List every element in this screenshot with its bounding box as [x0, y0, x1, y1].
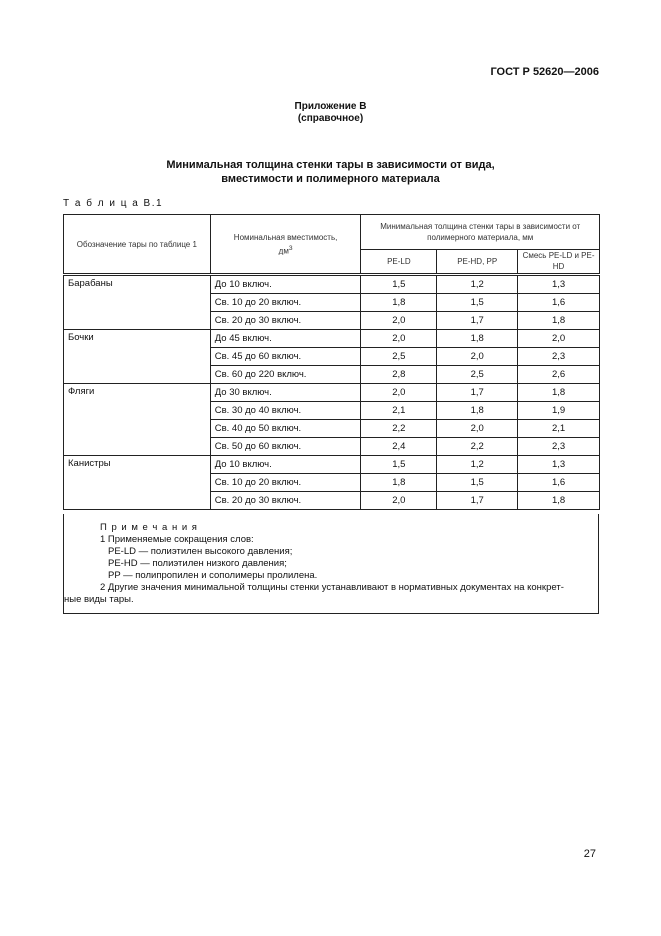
thickness-cell: 1,6	[517, 293, 600, 312]
capacity-cell: Св. 45 до 60 включ.	[209, 347, 362, 366]
thickness-cell: 1,5	[436, 293, 519, 312]
thickness-cell: 2,2	[360, 419, 438, 438]
note: PE-LD — полиэтилен высокого давления;	[108, 546, 293, 557]
capacity-cell: Св. 30 до 40 включ.	[209, 401, 362, 420]
thickness-cell: 1,3	[517, 455, 600, 474]
note: ные виды тары.	[64, 594, 134, 605]
capacity-cell: Св. 50 до 60 включ.	[209, 437, 362, 456]
thickness-cell: 1,6	[517, 473, 600, 492]
thickness-cell: 2,5	[360, 347, 438, 366]
thickness-cell: 2,6	[517, 365, 600, 384]
thickness-cell: 1,8	[517, 383, 600, 402]
sub-header: Смесь PE-LD и PE-HD	[517, 248, 600, 276]
table-row: Канистры До 10 включ. 1,5 1,2 1,3	[63, 455, 600, 510]
table-title: Минимальная толщина стенки тары в зависи…	[0, 158, 661, 186]
thickness-cell: 2,3	[517, 437, 600, 456]
table-row: Бочки До 45 включ. 2,0 1,8 2,0	[63, 329, 600, 384]
capacity-cell: До 30 включ.	[209, 383, 362, 402]
thickness-cell: 1,5	[360, 273, 438, 294]
thickness-cell: 2,0	[517, 329, 600, 348]
container-type: Канистры	[63, 455, 211, 510]
thickness-cell: 2,1	[360, 401, 438, 420]
thickness-cell: 2,1	[517, 419, 600, 438]
appendix-subtitle: (справочное)	[297, 113, 364, 124]
table-row: Св. 30 до 40 включ. 2,1 1,8 1,9	[64, 401, 600, 420]
capacity-cell: Св. 10 до 20 включ.	[209, 473, 362, 492]
col-header-type: Обозначение тары по таблице 1	[63, 214, 211, 275]
capacity-cell: Св. 10 до 20 включ.	[209, 293, 362, 312]
thickness-cell: 1,2	[436, 273, 519, 294]
thickness-cell: 1,5	[360, 455, 438, 474]
thickness-cell: 2,0	[436, 347, 519, 366]
thickness-cell: 2,0	[360, 329, 438, 348]
container-type: Бочки	[63, 329, 211, 384]
table-row: Св. 20 до 30 включ. 2,0 1,7 1,8	[64, 491, 600, 510]
thickness-cell: 2,5	[436, 365, 519, 384]
title-line: Минимальная толщина стенки тары в зависи…	[166, 159, 495, 171]
unit: дм	[278, 246, 289, 256]
thickness-cell: 2,4	[360, 437, 438, 456]
thickness-cell: 1,7	[436, 491, 519, 510]
appendix-title: Приложение В	[294, 101, 367, 112]
thickness-cell: 2,0	[360, 383, 438, 402]
capacity-cell: Св. 60 до 220 включ.	[209, 365, 362, 384]
thickness-cell: 1,2	[436, 455, 519, 474]
note: PE-HD — полиэтилен низкого давления;	[108, 558, 287, 569]
thickness-cell: 1,7	[436, 383, 519, 402]
title-line: вместимости и полимерного материала	[221, 173, 440, 185]
capacity-cell: Св. 40 до 50 включ.	[209, 419, 362, 438]
thickness-cell: 1,8	[517, 491, 600, 510]
sub-header: PE-LD	[360, 248, 438, 276]
doc-number: ГОСТ Р 52620—2006	[490, 66, 599, 78]
table-row: Св. 10 до 20 включ. 1,8 1,5 1,6	[64, 293, 600, 312]
capacity-cell: До 45 включ.	[209, 329, 362, 348]
thickness-cell: 2,8	[360, 365, 438, 384]
thickness-cell: 2,0	[360, 491, 438, 510]
table-row: Св. 10 до 20 включ. 1,8 1,5 1,6	[64, 473, 600, 492]
thickness-cell: 1,9	[517, 401, 600, 420]
thickness-cell: 1,7	[436, 311, 519, 330]
thickness-cell: 1,8	[436, 401, 519, 420]
sub-header: PE-HD, PP	[436, 248, 519, 276]
capacity-cell: Св. 20 до 30 включ.	[209, 491, 362, 510]
data-table: Обозначение тары по таблице 1 Номинальна…	[63, 214, 600, 510]
table-label: Т а б л и ц а В.1	[63, 198, 164, 209]
note: 2 Другие значения минимальной толщины ст…	[100, 582, 564, 593]
table-row: Св. 45 до 60 включ. 2,5 2,0 2,3	[64, 347, 600, 366]
capacity-cell: Св. 20 до 30 включ.	[209, 311, 362, 330]
capacity-cell: До 10 включ.	[209, 273, 362, 294]
notes: П р и м е ч а н и я 1 Применяемые сокращ…	[63, 514, 599, 614]
table-row: Св. 40 до 50 включ. 2,2 2,0 2,1	[64, 419, 600, 438]
notes-heading: П р и м е ч а н и я	[100, 522, 198, 533]
thickness-cell: 1,8	[360, 473, 438, 492]
thickness-cell: 1,3	[517, 273, 600, 294]
thickness-cell: 1,8	[517, 311, 600, 330]
unit-sup: 3	[288, 244, 293, 252]
note: 1 Применяемые сокращения слов:	[100, 534, 254, 545]
thickness-cell: 2,0	[360, 311, 438, 330]
container-type: Барабаны	[63, 273, 211, 330]
col-header-thickness: Минимальная толщина стенки тары в зависи…	[360, 214, 600, 250]
table-row: Барабаны До 10 включ. 1,5 1,2 1,3	[63, 273, 600, 330]
thickness-cell: 1,8	[436, 329, 519, 348]
thickness-cell: 1,8	[360, 293, 438, 312]
thickness-cell: 1,5	[436, 473, 519, 492]
page-number: 27	[583, 848, 596, 860]
thickness-cell: 2,3	[517, 347, 600, 366]
thickness-cell: 2,2	[436, 437, 519, 456]
col-header-capacity: Номинальная вместимость, дм3	[209, 214, 362, 275]
capacity-label: Номинальная вместимость,	[233, 232, 338, 242]
thickness-cell: 2,0	[436, 419, 519, 438]
capacity-cell: До 10 включ.	[209, 455, 362, 474]
note: PP — полипропилен и сополимеры пролилена…	[108, 570, 318, 581]
table-row: Фляги До 30 включ. 2,0 1,7 1,8	[63, 383, 600, 456]
container-type: Фляги	[63, 383, 211, 456]
